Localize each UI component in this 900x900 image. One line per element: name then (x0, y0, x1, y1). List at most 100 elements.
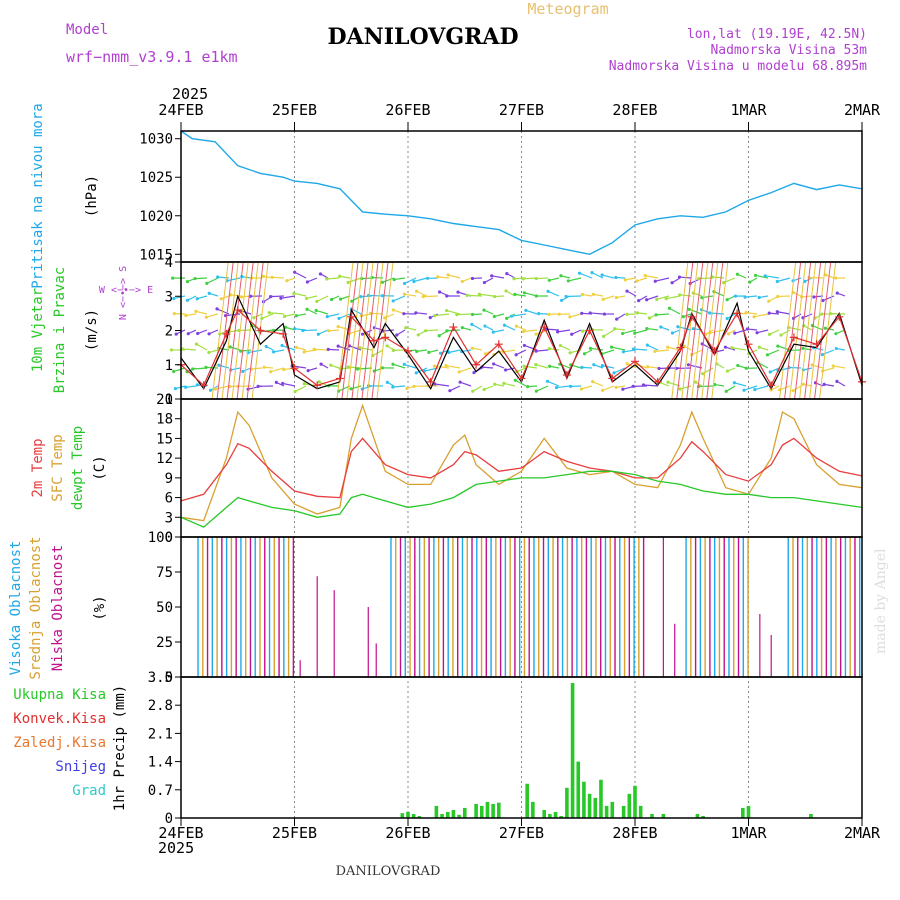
wind-arrow (368, 294, 384, 297)
frame-layer (175, 122, 863, 826)
wind-arrow-head (645, 326, 649, 331)
wind-arrow (571, 329, 582, 335)
wind-arrow (394, 277, 406, 281)
wind-arrow-head (302, 382, 306, 386)
wind-arrow (824, 383, 835, 387)
wind-arrow-head (835, 379, 839, 383)
sfc-temp-series (180, 403, 863, 522)
wind-streak (246, 262, 264, 400)
wind-arrow-head (609, 345, 614, 349)
elevation-label: Nadmorska Visina 53m (710, 43, 867, 58)
y-tick-label: 3 (165, 289, 173, 305)
wind-arrow (822, 349, 835, 356)
wind-arrow-head (521, 277, 525, 281)
model-label: Model (66, 22, 108, 38)
wind-arrow-head (208, 388, 213, 392)
wind-arrow-head (557, 312, 561, 316)
wind-gust-marker (767, 381, 776, 390)
wind-arrow (643, 384, 659, 387)
wind-arrow (679, 276, 692, 279)
wind-arrow (788, 326, 802, 331)
wind-arrow-head (732, 381, 736, 385)
year-top: 2025 (172, 85, 208, 103)
wind-streak (241, 262, 259, 400)
wind-arrow-head (279, 296, 283, 300)
wind-arrow-head (812, 295, 816, 299)
precip-bar (582, 781, 586, 818)
cloud-ylabel: Visoka Oblacnost (8, 541, 24, 676)
wind-arrow-head (270, 275, 274, 279)
wind-arrow-head (402, 312, 406, 316)
wind-arrow (483, 309, 494, 315)
wind-streak (779, 262, 797, 400)
wind-arrow (592, 381, 604, 387)
y-tick-label: 100 (148, 530, 173, 546)
wind-arrow-head (834, 346, 838, 351)
wind-streak (799, 262, 817, 400)
wind-arrow-head (470, 346, 474, 350)
wind-arrow (173, 295, 186, 300)
wind-arrow (272, 276, 285, 279)
wind-arrow (669, 307, 681, 315)
wind-arrow (413, 277, 428, 283)
wind-arrow-head (228, 345, 232, 349)
wind-arrow-head (504, 368, 508, 372)
wind-streak (226, 262, 244, 400)
wind-arrow (416, 290, 428, 297)
wind-arrow (314, 348, 329, 351)
x-tick-label-top: 26FEB (385, 101, 430, 119)
wind-arrow (611, 346, 626, 351)
wind-arrow (646, 327, 659, 331)
wind-arrow (516, 367, 527, 373)
wind-arrow-head (252, 316, 256, 320)
wind-arrow-head (471, 389, 475, 393)
wind-arrow-head (204, 315, 209, 319)
wind-arrow-head (330, 297, 334, 302)
wind-arrow-head (686, 363, 691, 367)
wind-arrow (779, 385, 791, 391)
wind-arrow (536, 349, 549, 352)
wind-arrow (296, 346, 307, 351)
wind-arrow-head (569, 384, 573, 389)
wind-arrow (602, 385, 615, 391)
wind-arrow-head (568, 351, 572, 355)
wind-streak (711, 262, 729, 400)
wind-arrow (655, 277, 670, 282)
wind-gust-marker (540, 323, 549, 332)
temp-ylabel: SFC Temp (50, 434, 66, 501)
temp-ylabel: 2m Temp (30, 438, 46, 497)
wind-arrow-head (693, 380, 698, 384)
wind-arrow-head (306, 368, 310, 373)
wind-arrow (613, 367, 626, 374)
text-layer: 24FEB 24FEB 25FEB 25FEB 26FEB 26FEB 27FEB 27FEB… (8, 101, 881, 842)
wind-arrow (743, 385, 758, 391)
wind-arrow-head (725, 369, 730, 373)
wind-arrow (173, 367, 186, 373)
wind-arrow-head (458, 380, 462, 384)
wind-arrow-head (380, 294, 385, 298)
precip-bar (451, 809, 456, 818)
wind-arrow-head (502, 323, 507, 327)
wind-arrow-head (600, 273, 604, 277)
wind-arrow (425, 329, 439, 332)
precip-bar (587, 793, 592, 818)
wind-arrow (698, 385, 714, 388)
wind-arrow-head (647, 316, 652, 320)
wind-arrow-head (559, 274, 563, 278)
wind-gust-marker (426, 377, 435, 386)
wind-arrow-head (447, 350, 451, 355)
precip-bar (406, 811, 410, 818)
x-tick-label-bottom: 1MAR (730, 824, 767, 842)
wind-arrow-head (821, 298, 825, 303)
wind-arrow-head (614, 295, 618, 300)
wind-arrow-head (283, 325, 288, 329)
wind-arrow-head (767, 332, 772, 336)
precip-bar (701, 815, 705, 818)
wind-arrow-head (438, 351, 443, 355)
wind-gust-marker (335, 374, 344, 383)
y-tick-label: 0 (165, 530, 173, 546)
wind-arrow-head (267, 311, 271, 315)
wind-arrow (579, 272, 593, 279)
wind-ylabel-2: Brzina i Pravac (52, 267, 68, 393)
y-tick-label: 9 (165, 471, 173, 487)
